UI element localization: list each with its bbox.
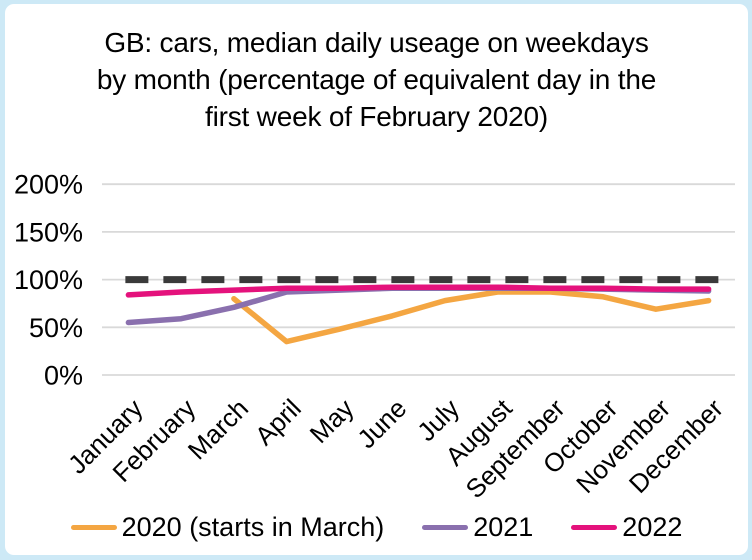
title-line-1: GB: cars, median daily useage on weekday… — [104, 27, 649, 58]
legend-label-2020: 2020 (starts in March) — [121, 512, 385, 542]
title-line-3: first week of February 2020) — [205, 101, 548, 132]
svg-text:March: March — [182, 393, 254, 465]
legend-swatch-2020-line — [70, 525, 117, 530]
title-line-2: by month (percentage of equivalent day i… — [96, 64, 657, 95]
svg-text:200%: 200% — [14, 170, 83, 200]
chart-legend: 2020 (starts in March) 2021 2022 — [5, 512, 748, 543]
legend-item-2021: 2021 — [422, 512, 533, 543]
svg-text:150%: 150% — [14, 217, 83, 247]
svg-text:100%: 100% — [14, 265, 83, 295]
legend-swatch-2021-line — [422, 525, 469, 530]
chart-title: GB: cars, median daily useage on weekday… — [5, 24, 748, 135]
legend-item-2020: 2020 (starts in March) — [70, 512, 385, 543]
svg-text:May: May — [304, 393, 360, 449]
svg-text:April: April — [249, 393, 307, 451]
legend-swatch-2022-line — [571, 525, 618, 530]
svg-text:June: June — [351, 393, 412, 454]
legend-item-2022: 2022 — [571, 512, 682, 543]
legend-label-2021: 2021 — [473, 512, 534, 542]
svg-text:0%: 0% — [44, 361, 83, 391]
legend-label-2022: 2022 — [622, 512, 683, 542]
line-chart-plot: 0%50%100%150%200%JanuaryFebruaryMarchApr… — [14, 170, 735, 504]
svg-text:50%: 50% — [29, 313, 83, 343]
chart-card: GB: cars, median daily useage on weekday… — [5, 4, 748, 555]
